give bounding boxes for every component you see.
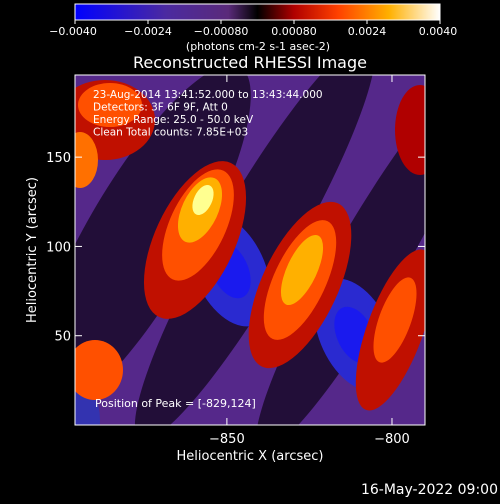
annotation-line: Clean Total counts: 7.85E+03	[93, 127, 248, 139]
y-tick-label: 50	[54, 330, 71, 345]
x-axis-ticks: −850−800−750	[209, 75, 410, 447]
colorbar-tick-label: −0.00080	[194, 25, 249, 38]
colorbar-tick-label: 0.0024	[348, 25, 387, 38]
colorbar	[74, 3, 441, 21]
image-heatmap	[75, 75, 425, 425]
y-axis-label: Heliocentric Y (arcsec)	[25, 177, 40, 323]
colorbar-tick-label: 0.00080	[271, 25, 317, 38]
colorbar-tick-label: −0.0024	[124, 25, 172, 38]
x-axis-label: Heliocentric X (arcsec)	[177, 449, 324, 464]
x-tick-label: −850	[209, 432, 245, 447]
colorbar-unit-label: (photons cm-2 s-1 asec-2)	[186, 40, 330, 53]
colorbar-tick-label: 0.0040	[419, 25, 458, 38]
annotation-line: Detectors: 3F 6F 9F, Att 0	[93, 102, 228, 114]
y-tick-label: 150	[46, 151, 71, 166]
y-axis-ticks: 50 100 150	[46, 151, 425, 345]
colorbar-tick-label: −0.0040	[49, 25, 97, 38]
chart-title: Reconstructed RHESSI Image	[133, 53, 367, 72]
peak-position-label: Position of Peak = [-829,124]	[95, 397, 256, 410]
annotation-line: 23-Aug-2014 13:41:52.000 to 13:43:44.000	[93, 89, 323, 101]
y-tick-label: 100	[46, 240, 71, 255]
x-tick-label: −800	[374, 432, 410, 447]
annotation-line: Energy Range: 25.0 - 50.0 keV	[93, 114, 254, 126]
observation-annotations: 23-Aug-2014 13:41:52.000 to 13:43:44.000…	[93, 89, 323, 139]
footer-timestamp: 16-May-2022 09:00	[360, 482, 498, 498]
colorbar-ticks: −0.0040 −0.0024 −0.00080 0.00080 0.0024 0.004…	[49, 20, 457, 38]
plot-frame	[74, 74, 426, 426]
